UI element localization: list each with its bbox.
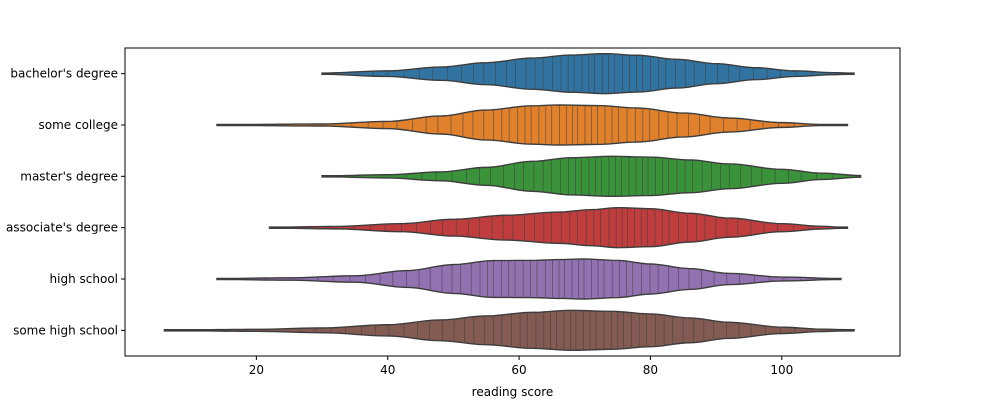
x-tick-label: 60: [511, 363, 526, 377]
x-axis: 20 40 60 80 100: [249, 356, 793, 377]
violin-associate-s-degree: [268, 206, 849, 249]
violin-bachelor-s-degree: [321, 52, 855, 95]
y-tick-label: some college: [39, 118, 118, 132]
y-tick-label: high school: [50, 272, 118, 286]
violin-body: [163, 309, 855, 352]
violin-body: [321, 155, 862, 198]
y-tick-label: associate's degree: [6, 221, 118, 235]
x-tick-label: 40: [380, 363, 395, 377]
violin-some-college: [216, 104, 849, 146]
x-tick-label: 100: [770, 363, 793, 377]
x-axis-label: reading score: [472, 385, 554, 399]
violin-body: [216, 258, 842, 300]
y-tick-label: bachelor's degree: [10, 67, 118, 81]
y-tick-label: master's degree: [20, 169, 118, 183]
violin-body: [216, 104, 849, 146]
plot-frame: [124, 47, 901, 357]
x-tick-label: 80: [643, 363, 658, 377]
violin-body: [321, 52, 855, 95]
violins-layer: [163, 52, 862, 352]
violin-master-s-degree: [321, 155, 862, 198]
violin-high-school: [216, 258, 842, 300]
violin-some-high-school: [163, 309, 855, 352]
y-axis: bachelor's degree some college master's de…: [6, 67, 125, 337]
violin-body: [268, 206, 849, 249]
y-tick-label: some high school: [13, 323, 118, 337]
x-tick-label: 20: [249, 363, 264, 377]
